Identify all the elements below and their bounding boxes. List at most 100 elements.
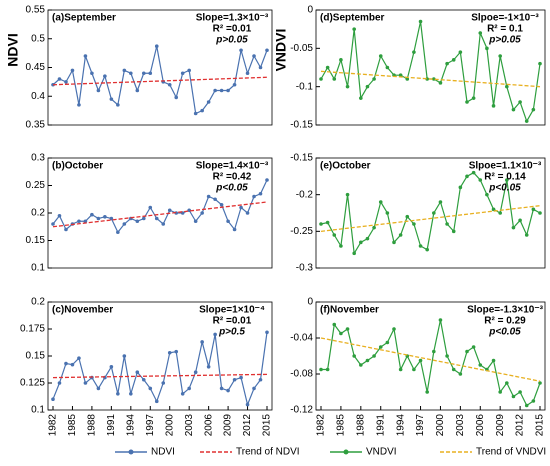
x-tick-label: 2003 [455,414,466,437]
data-line [52,179,268,234]
y-tick-label: 0.15 [26,351,46,362]
data-point [471,96,476,100]
y-tick-label: -0.1 [296,81,314,92]
data-point [531,107,536,112]
data-point [325,220,330,225]
data-point [372,225,376,230]
data-point [90,212,94,217]
data-point [135,219,140,224]
data-point [365,236,370,241]
data-point [167,350,172,355]
annotation: Slope=1.4×10⁻³ [196,161,269,172]
data-point [245,402,250,407]
data-point [478,31,483,35]
data-point [148,205,153,210]
data-point [135,88,140,93]
data-point [505,178,509,182]
data-line [320,171,541,256]
x-tick-label: 1985 [67,414,78,437]
data-point [458,185,463,190]
data-point [538,381,542,385]
x-tick-label: 1982 [316,414,327,437]
data-point [418,358,423,363]
annotation: R² = 0.14 [484,172,526,183]
data-point [339,244,343,248]
data-point [378,345,383,349]
data-point [245,211,250,215]
data-point [258,191,263,196]
data-point [438,81,443,85]
data-point [505,84,509,89]
data-point [505,381,509,385]
trend-line [320,70,541,88]
data-point [70,362,75,367]
data-point [129,71,133,76]
y-tick-label: 0.45 [26,62,46,73]
data-point [332,233,337,237]
data-point [385,211,390,215]
panel-title: (e)October [320,161,371,172]
data-point [398,367,403,372]
data-point [265,330,269,335]
annotation: R² = 0.1 [487,24,523,35]
data-point [451,58,456,62]
data-point [465,174,469,179]
data-point [418,244,423,248]
data-point [265,48,269,53]
data-point [451,229,456,234]
y-tick-label: 0.1 [31,405,45,416]
y-tick-label: 0.125 [20,378,45,389]
data-point [445,222,449,226]
annotation: Slpoe=1.1×10⁻³ [469,161,542,172]
y-tick-label: 0.2 [31,297,45,308]
data-point [332,322,337,327]
x-tick-label: 1991 [375,414,386,437]
y-tick-label: 0.5 [31,33,45,44]
annotation: R² =0.42 [213,172,252,183]
data-point [385,65,390,70]
data-point [378,200,383,204]
data-point [187,68,191,73]
y-tick-label: -0.25 [290,226,313,237]
data-point [64,227,68,232]
data-point [213,88,217,93]
data-point [180,392,185,396]
data-point [109,97,114,101]
data-point [471,345,476,349]
data-point [485,46,489,51]
data-point [180,71,185,76]
data-point [398,233,403,237]
data-point [325,65,330,70]
legend-label: Trend of VNDVI [476,447,546,458]
data-point [122,68,127,73]
data-point [213,332,217,337]
data-point [252,386,256,391]
data-point [405,214,410,219]
annotation: R² =0.01 [213,316,252,327]
data-point [206,365,211,369]
data-point [339,331,343,336]
x-tick-label: 2000 [435,414,446,437]
x-tick-label: 2000 [164,414,175,437]
data-point [352,251,356,256]
data-point [103,215,107,219]
annotation: Slope=1.3×10⁻³ [196,13,269,24]
data-point [167,208,172,213]
data-point [51,397,55,402]
y-tick-label: 0.15 [26,235,46,246]
annotation: p<0.05 [488,327,521,338]
data-point [345,84,350,89]
x-tick-label: 2012 [242,414,253,437]
data-point [103,74,107,78]
data-point [77,356,81,360]
data-point [518,218,522,223]
annotation: p>0.05 [215,35,248,46]
x-tick-label: 1985 [336,414,347,437]
panel-title: (d)September [320,13,385,24]
data-point [365,84,370,89]
x-tick-label: 1994 [395,414,406,437]
data-point [538,211,542,215]
data-point [90,71,94,76]
x-tick-label: 1982 [48,414,59,437]
data-point [51,222,55,226]
